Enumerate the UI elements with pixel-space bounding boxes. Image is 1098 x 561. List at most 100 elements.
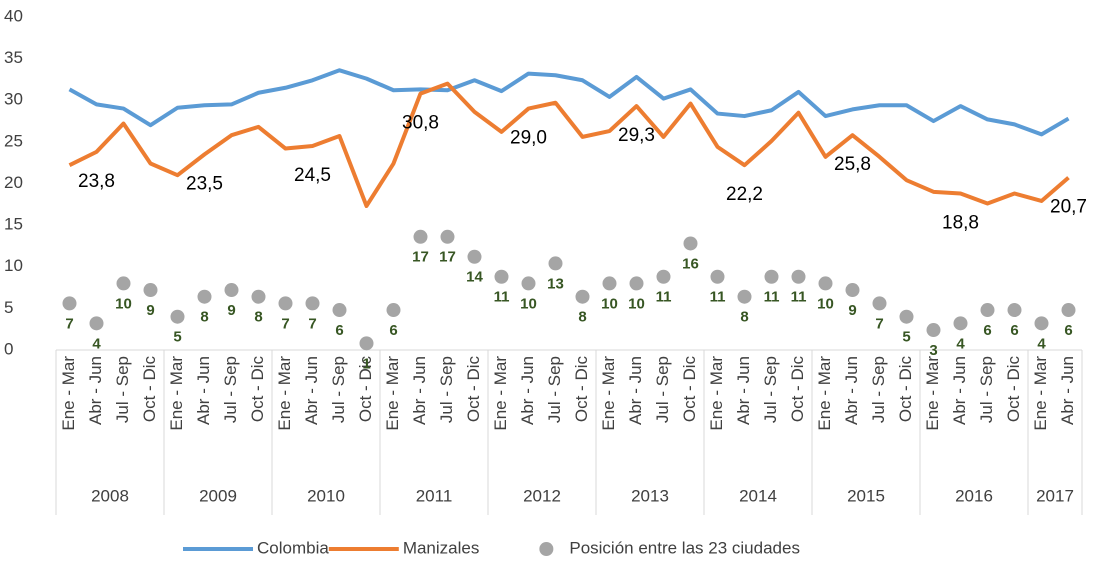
group-label: 2016 [955, 486, 993, 505]
rank-dot [116, 276, 131, 291]
x-tick-label: Ene - Mar [491, 356, 510, 431]
rank-label: 10 [817, 295, 834, 312]
x-tick-label: Oct - Dic [680, 356, 699, 423]
rank-dot [278, 296, 293, 311]
x-tick-label: Jul - Sep [545, 356, 564, 423]
rank-label: 8 [578, 309, 586, 326]
rank-label: 5 [902, 329, 910, 346]
legend-marker [539, 542, 554, 556]
rank-label: 13 [547, 275, 564, 292]
rank-label: 9 [848, 302, 856, 319]
x-tick-label: Oct - Dic [464, 356, 483, 423]
x-tick-label: Abr - Jun [842, 356, 861, 425]
series-line [68, 68, 1070, 137]
rank-label: 4 [92, 335, 101, 352]
group-label: 2014 [739, 486, 777, 505]
rank-dot [386, 303, 401, 318]
y-tick-label: 5 [4, 298, 13, 317]
rank-label: 6 [335, 322, 343, 339]
x-tick-label: Abr - Jun [410, 356, 429, 425]
x-tick-label: Ene - Mar [1031, 356, 1050, 431]
x-tick-label: Ene - Mar [59, 356, 78, 431]
rank-dot [818, 276, 833, 291]
group-label: 2015 [847, 486, 885, 505]
group-label: 2009 [199, 486, 237, 505]
x-tick-label: Ene - Mar [923, 356, 942, 431]
data-label: 18,8 [942, 213, 979, 234]
rank-label: 7 [281, 315, 289, 332]
rank-dot [872, 296, 887, 311]
x-tick-label: Ene - Mar [383, 356, 402, 431]
legend-label: Manizales [403, 538, 480, 557]
x-tick-label: Ene - Mar [275, 356, 294, 431]
rank-dot [413, 229, 428, 244]
rank-dot [953, 316, 968, 331]
rank-dot [224, 283, 239, 298]
rank-dot [305, 296, 320, 311]
legend-label: Posición entre las 23 ciudades [569, 538, 800, 557]
x-tick-label: Abr - Jun [950, 356, 969, 425]
x-tick-label: Oct - Dic [1004, 356, 1023, 423]
data-label: 25,8 [834, 154, 871, 175]
series-line [68, 81, 1070, 208]
rank-dot [359, 336, 374, 351]
rank-label: 10 [628, 295, 645, 312]
x-tick-label: Jul - Sep [329, 356, 348, 423]
rank-label: 7 [308, 315, 316, 332]
x-tick-label: Jul - Sep [437, 356, 456, 423]
x-tick-label: Ene - Mar [167, 356, 186, 431]
rank-dot [548, 256, 563, 271]
x-tick-label: Abr - Jun [734, 356, 753, 425]
x-tick-label: Jul - Sep [761, 356, 780, 423]
data-label: 23,8 [78, 171, 115, 192]
x-tick-label: Abr - Jun [86, 356, 105, 425]
rank-dot [467, 249, 482, 264]
rank-label: 10 [601, 295, 618, 312]
x-tick-label: Oct - Dic [248, 356, 267, 423]
rank-dot [710, 269, 725, 284]
rank-label: 4 [1037, 335, 1046, 352]
data-label: 22,2 [726, 184, 763, 205]
rank-dot [899, 309, 914, 324]
rank-dot [332, 303, 347, 318]
rank-dot [521, 276, 536, 291]
rank-dot [980, 303, 995, 318]
x-tick-label: Abr - Jun [1058, 356, 1077, 425]
x-tick-label: Abr - Jun [518, 356, 537, 425]
rank-dot [791, 269, 806, 284]
rank-label: 6 [1064, 322, 1072, 339]
rank-label: 10 [520, 295, 537, 312]
x-tick-label: Jul - Sep [653, 356, 672, 423]
rank-label: 8 [740, 309, 748, 326]
rank-dot [1034, 316, 1049, 331]
data-label: 20,7 [1050, 197, 1087, 218]
rank-dot [602, 276, 617, 291]
group-label: 2008 [91, 486, 129, 505]
rank-dot [440, 229, 455, 244]
x-tick-label: Oct - Dic [572, 356, 591, 423]
rank-dot [89, 316, 104, 331]
y-tick-label: 10 [4, 256, 23, 275]
rank-dot [62, 296, 77, 311]
rank-dot [629, 276, 644, 291]
rank-label: 16 [682, 255, 699, 272]
x-tick-label: Abr - Jun [626, 356, 645, 425]
x-tick-label: Jul - Sep [869, 356, 888, 423]
rank-label: 9 [146, 302, 154, 319]
rank-label: 11 [791, 289, 807, 306]
legend-label: Colombia [257, 538, 329, 557]
rank-dot [251, 289, 266, 304]
rank-label: 6 [389, 322, 397, 339]
rank-label: 17 [412, 249, 429, 266]
rank-label: 9 [227, 302, 235, 319]
x-tick-label: Oct - Dic [140, 356, 159, 423]
group-label: 2010 [307, 486, 345, 505]
rank-label: 10 [115, 295, 132, 312]
rank-label: 3 [929, 342, 937, 359]
x-tick-label: Jul - Sep [977, 356, 996, 423]
y-tick-label: 30 [4, 90, 23, 109]
group-label: 2017 [1036, 486, 1074, 505]
rank-dot [926, 323, 941, 338]
x-tick-label: Oct - Dic [788, 356, 807, 423]
